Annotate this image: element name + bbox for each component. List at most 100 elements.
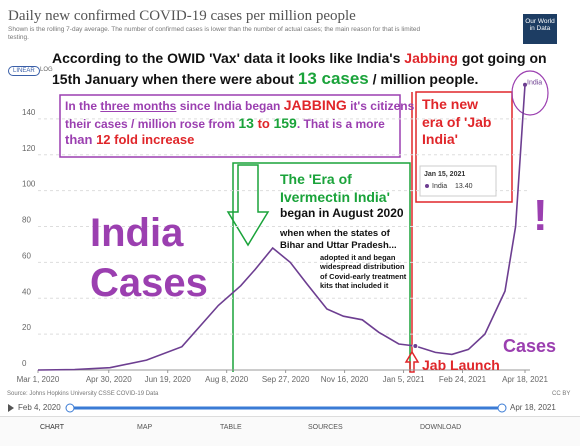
x-tick-label: Aug 8, 2020 bbox=[205, 375, 249, 384]
x-tick-label: Apr 30, 2020 bbox=[86, 375, 132, 384]
annotation: In the three months since India began JA… bbox=[65, 97, 414, 148]
annotation-text: it's citizens bbox=[346, 99, 415, 113]
end-point bbox=[523, 82, 527, 87]
annotation-text: since India began bbox=[176, 99, 284, 113]
annotation: when when the states of Bihar and Uttar P… bbox=[280, 228, 397, 252]
annotation-text: got going on bbox=[457, 50, 547, 66]
annotation-line: Ivermectin India' bbox=[280, 189, 404, 207]
series-line bbox=[37, 84, 526, 371]
logo-line: Our World bbox=[525, 18, 555, 25]
annotation-text: Jab Launch bbox=[422, 357, 500, 373]
timeline-handle bbox=[497, 403, 507, 413]
annotation-text: 12 fold increase bbox=[96, 132, 195, 147]
annotation: Cases bbox=[503, 335, 556, 358]
annotation-text: Cases bbox=[90, 261, 208, 305]
annotation-line: 15th January when there were about 13 ca… bbox=[52, 68, 547, 89]
annotation-line: In the three months since India began JA… bbox=[65, 97, 414, 115]
tab[interactable]: SOURCES bbox=[308, 424, 343, 431]
annotation-line: Jab Launch bbox=[422, 357, 500, 375]
tab[interactable]: TABLE bbox=[220, 424, 242, 431]
tab-bar bbox=[0, 416, 580, 446]
annotation-text: ! bbox=[533, 191, 548, 240]
y-tick-label: 120 bbox=[22, 144, 36, 153]
annotation-text: to bbox=[253, 115, 274, 131]
scale-button[interactable]: LINEAR bbox=[8, 66, 40, 76]
annotation-text: when when the states of bbox=[280, 228, 390, 239]
y-tick-label: 60 bbox=[22, 251, 31, 260]
annotation-line: The new bbox=[422, 96, 491, 114]
x-tick-label: Jun 19, 2020 bbox=[145, 375, 192, 384]
annotation-text: According to the OWID 'Vax' data it look… bbox=[52, 50, 405, 66]
tooltip-swatch bbox=[425, 184, 429, 188]
annotation: adopted it and began widespread distribut… bbox=[320, 253, 406, 291]
annotation: According to the OWID 'Vax' data it look… bbox=[52, 50, 547, 89]
annotation-line: Cases bbox=[90, 258, 208, 308]
annotation-text: widespread distribution bbox=[320, 262, 405, 272]
tab[interactable]: CHART bbox=[40, 424, 64, 431]
annotation-line: widespread distribution bbox=[320, 262, 406, 271]
annotation-text: Ivermectin India' bbox=[280, 188, 390, 205]
annotation-text: kits that included it bbox=[320, 281, 389, 291]
annotation-text: era of 'Jab bbox=[422, 113, 492, 130]
tooltip-point bbox=[412, 342, 419, 349]
annotation-text: . That is a more bbox=[296, 116, 385, 131]
x-tick-label: Jan 5, 2021 bbox=[383, 375, 425, 384]
timeline-start: Feb 4, 2020 bbox=[18, 403, 61, 412]
tab[interactable]: MAP bbox=[137, 424, 153, 431]
subtitle-line: testing. bbox=[8, 34, 29, 42]
annotation-text: In the bbox=[65, 99, 101, 113]
logo[interactable]: Our World in Data bbox=[523, 14, 557, 44]
subtitle: Shown is the rolling 7-day average. The … bbox=[8, 26, 508, 43]
annotation-text: 159 bbox=[273, 114, 297, 131]
annotation-box bbox=[415, 91, 513, 203]
tooltip-box bbox=[419, 165, 497, 197]
annotation-line: India bbox=[90, 208, 208, 258]
annotation-text: of Covid-early treatment bbox=[320, 271, 407, 281]
annotation-text: their cases / million rose from bbox=[65, 116, 239, 131]
chart-title: Daily new confirmed COVID-19 cases per m… bbox=[8, 8, 356, 24]
annotation: The 'Era of Ivermectin India' began in Aug… bbox=[280, 171, 404, 221]
annotation-text: JABBING bbox=[283, 97, 347, 113]
x-tick-label: Nov 16, 2020 bbox=[321, 375, 369, 384]
annotation-line: adopted it and began bbox=[320, 253, 406, 262]
tooltip-series: India bbox=[432, 183, 447, 190]
annotation-box bbox=[232, 162, 411, 372]
annotation-circle bbox=[511, 70, 549, 116]
annotation-text: The new bbox=[422, 96, 479, 112]
annotation-line: their cases / million rose from 13 to 15… bbox=[65, 115, 414, 133]
annotation-text: three months bbox=[100, 99, 177, 113]
annotation-line: era of 'Jab bbox=[422, 114, 491, 132]
tab[interactable]: DOWNLOAD bbox=[420, 424, 462, 431]
annotation-text: 13 cases bbox=[297, 68, 369, 88]
arrow bbox=[226, 164, 270, 247]
x-tick-label: Mar 1, 2020 bbox=[17, 375, 60, 384]
annotation-line: According to the OWID 'Vax' data it look… bbox=[52, 50, 547, 68]
scale-button[interactable]: LOG bbox=[40, 67, 53, 73]
play-button bbox=[8, 404, 14, 412]
annotation-text: Bihar and Uttar Pradesh... bbox=[280, 239, 397, 251]
annotation-box bbox=[59, 94, 401, 158]
annotation-line: ! bbox=[533, 188, 548, 243]
annotation-text: India' bbox=[422, 131, 458, 147]
annotation-text: 13 bbox=[238, 114, 254, 131]
series-label: India bbox=[527, 80, 542, 87]
source: Source: Johns Hopkins University CSSE CO… bbox=[7, 391, 159, 397]
arrow bbox=[404, 350, 420, 373]
annotation-line: kits that included it bbox=[320, 281, 406, 290]
license[interactable]: CC BY bbox=[552, 391, 571, 397]
annotation-line: began in August 2020 bbox=[280, 206, 404, 221]
annotation: ! bbox=[533, 188, 548, 243]
tooltip-value: 13.40 bbox=[455, 183, 473, 190]
timeline-handle bbox=[65, 403, 75, 413]
timeline-end: Apr 18, 2021 bbox=[510, 403, 556, 412]
tooltip-date: Jan 15, 2021 bbox=[424, 171, 465, 178]
annotation-line: when when the states of bbox=[280, 228, 397, 240]
y-tick-label: 0 bbox=[22, 359, 27, 368]
annotation-text: The 'Era of bbox=[280, 171, 352, 187]
y-tick-label: 140 bbox=[22, 108, 36, 117]
annotation: India Cases bbox=[90, 208, 208, 308]
annotation-line: India' bbox=[422, 131, 491, 149]
x-tick-label: Sep 27, 2020 bbox=[262, 375, 310, 384]
